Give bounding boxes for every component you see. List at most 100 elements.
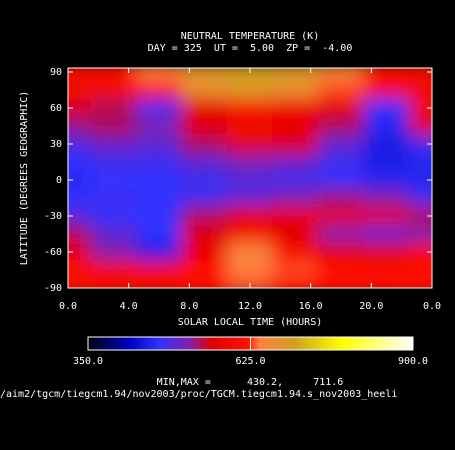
field-cell [135,116,183,136]
field-cell [68,224,92,244]
field-cell [272,152,319,172]
field-cell [317,68,365,82]
x-tick-label: 0.0 [59,301,77,312]
field-cell [181,134,228,154]
field-cell [226,188,274,208]
file-path: /aim2/tgcm/tiegcm1.94/nov2003/proc/TGCM.… [0,389,397,400]
field-cell [68,170,92,190]
field-cell [181,170,228,190]
y-tick-label: 60 [50,103,62,114]
x-tick-label: 8.0 [180,301,198,312]
field-cell [408,206,432,226]
x-axis-label: SOLAR LOCAL TIME (HOURS) [178,317,323,328]
field-cell [363,260,410,280]
field-cell [363,188,410,208]
field-cell [226,68,274,82]
field-cell [272,134,319,154]
field-cell [90,278,137,288]
field-cell [317,98,365,118]
field-cell [135,278,183,288]
field-cell [317,80,365,100]
field-cell [363,278,410,288]
field-cell [90,170,137,190]
field-cell [90,80,137,100]
field-cell [363,224,410,244]
field-cell [408,98,432,118]
field-cell [181,68,228,82]
field-cell [135,80,183,100]
field-cell [363,134,410,154]
field-cell [272,68,319,82]
field-cell [317,116,365,136]
field-cell [226,170,274,190]
field-cell [90,68,137,82]
field-cell [226,206,274,226]
field-cell [408,242,432,262]
colorbar-tick-label: 900.0 [398,356,428,367]
y-tick-label: 30 [50,139,62,150]
field-cell [272,278,319,288]
field-cell [68,260,92,280]
field-cell [363,170,410,190]
field-cell [272,170,319,190]
field-cell [317,152,365,172]
field-cell [135,242,183,262]
y-tick-label: 0 [56,175,62,186]
field-cell [68,68,92,82]
field-cell [181,206,228,226]
field-cell [90,152,137,172]
field-cell [90,116,137,136]
field-cell [135,98,183,118]
colorbar-tick-label: 625.0 [235,356,265,367]
field-cell [68,206,92,226]
field-cell [363,206,410,226]
field-cell [363,68,410,82]
field-cell [317,224,365,244]
field-cell [408,134,432,154]
field-cell [272,260,319,280]
field-cell [135,206,183,226]
field-cell [363,98,410,118]
field-cell [135,260,183,280]
field-cell [408,170,432,190]
field-cell [317,188,365,208]
field-cell [135,152,183,172]
field-cell [317,260,365,280]
field-cell [363,80,410,100]
field-cell [272,242,319,262]
field-cell [68,278,92,288]
y-tick-label: -90 [44,283,62,294]
field-cell [408,188,432,208]
field-cell [317,134,365,154]
field-cell [135,224,183,244]
field-cell [90,98,137,118]
colorbar-tick-label: 350.0 [73,356,103,367]
field-cell [135,134,183,154]
field-cell [363,116,410,136]
field-cell [181,98,228,118]
x-tick-label: 4.0 [120,301,138,312]
x-tick-label: 20.0 [359,301,383,312]
field-cell [135,188,183,208]
field-cell [226,242,274,262]
x-tick-label: 16.0 [299,301,323,312]
field-cell [272,116,319,136]
y-tick-label: -30 [44,211,62,222]
field-cell [272,98,319,118]
y-tick-label: 90 [50,67,62,78]
field-cell [181,260,228,280]
field-cell [363,242,410,262]
field-cell [181,116,228,136]
y-axis-label: LATITUDE (DEGREES GEOGRAPHIC) [19,91,30,266]
field-cell [408,224,432,244]
field-cell [68,188,92,208]
field-cell [226,260,274,280]
field-cell [226,152,274,172]
field-cell [68,242,92,262]
field-cell [90,260,137,280]
field-cell [272,206,319,226]
field-cell [181,80,228,100]
field-cell [68,134,92,154]
field-cell [272,188,319,208]
